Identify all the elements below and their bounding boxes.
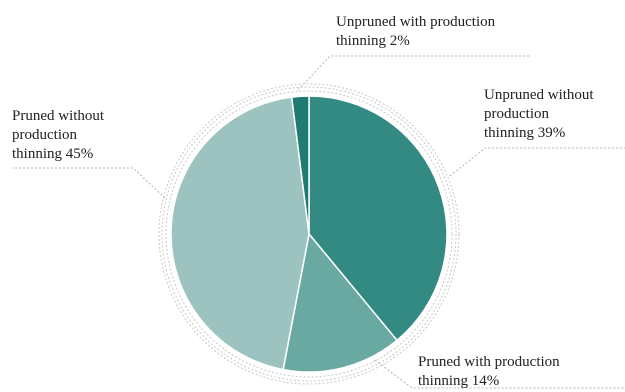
slice-label-unpruned-without-production-thinning: Unpruned without production thinning 39% (484, 86, 594, 143)
pie-slice-2 (170, 96, 310, 371)
label-line: thinning 14% (418, 373, 500, 389)
label-line: thinning 2% (336, 33, 410, 49)
outer-rings (158, 83, 460, 385)
pie-slice-1 (282, 232, 399, 373)
pie-slice-0 (308, 95, 448, 342)
leader-line-0 (449, 147, 625, 177)
leader-line-1 (374, 359, 625, 389)
label-line: Pruned with production (418, 354, 560, 370)
outer-ring (161, 86, 457, 382)
label-line: thinning 45% (12, 146, 94, 162)
slice-label-pruned-without-production-thinning: Pruned without production thinning 45% (12, 107, 104, 164)
leader-line-2 (12, 167, 166, 199)
label-line: Unpruned with production (336, 14, 496, 30)
label-line: thinning 39% (484, 125, 566, 141)
outer-ring (165, 90, 453, 378)
slice-label-unpruned-with-production-thinning: Unpruned with production thinning 2% (336, 13, 495, 51)
label-line: production (484, 106, 549, 122)
pie-slices (170, 95, 448, 373)
slice-label-pruned-with-production-thinning: Pruned with production thinning 14% (418, 353, 560, 391)
leader-lines (12, 55, 625, 389)
label-line: Unpruned without (484, 87, 594, 103)
pie-slice-3 (290, 95, 310, 235)
leader-line-3 (297, 55, 530, 91)
label-line: Pruned without (12, 108, 105, 124)
label-line: production (12, 127, 77, 143)
outer-ring (158, 83, 460, 385)
